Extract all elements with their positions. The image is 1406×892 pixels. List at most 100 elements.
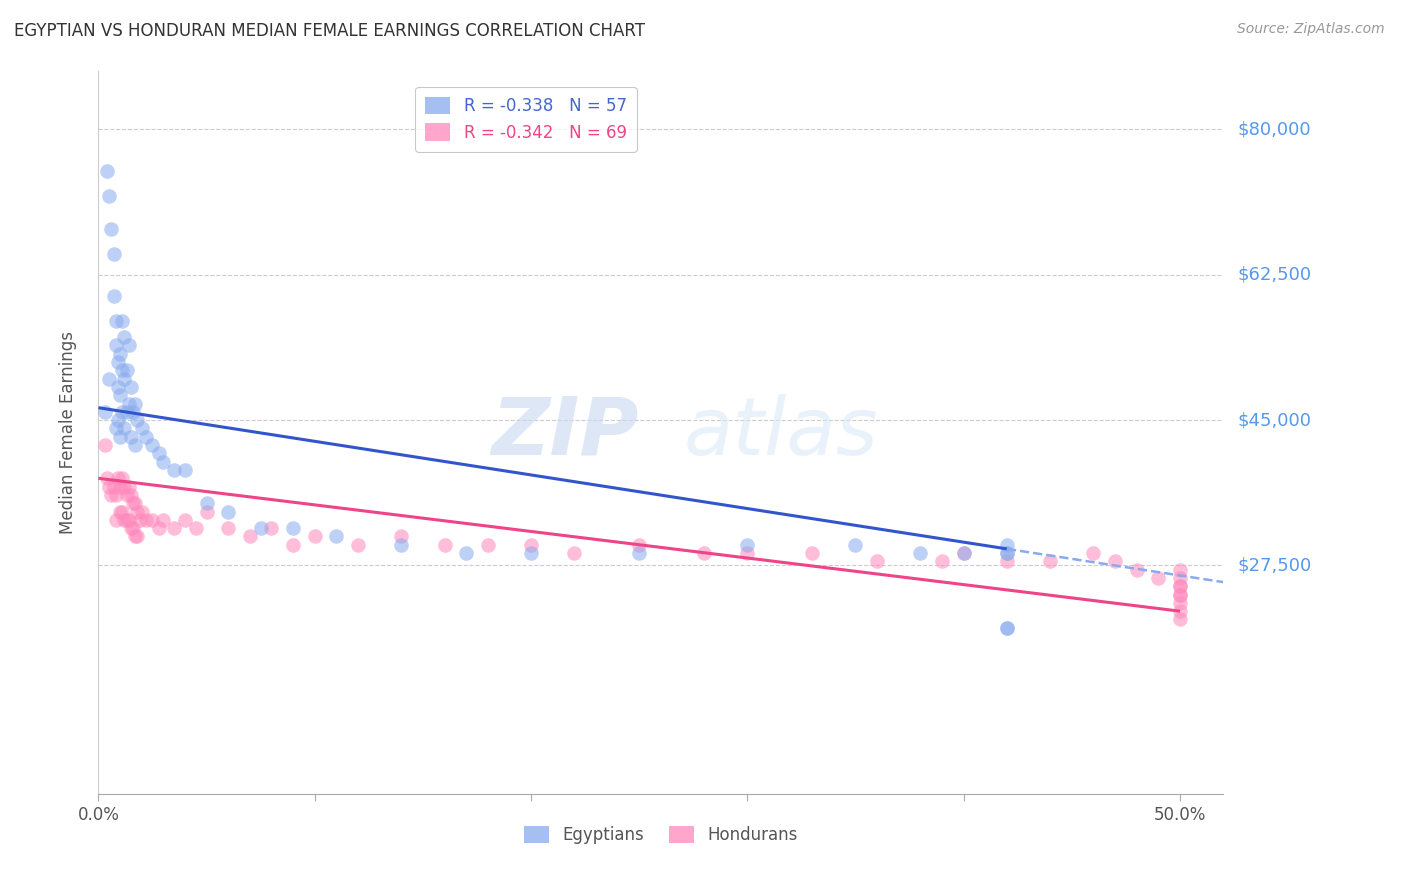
Point: [141, 513, 163, 527]
Point: [124, 529, 146, 543]
Point: [152, 455, 174, 469]
Point: [107, 413, 129, 427]
Text: atlas: atlas: [683, 393, 879, 472]
Point: [801, 546, 824, 560]
Point: [152, 513, 174, 527]
Point: [628, 546, 651, 560]
Point: [281, 521, 304, 535]
Point: [122, 496, 145, 510]
Point: [184, 521, 207, 535]
Point: [120, 488, 142, 502]
Point: [520, 546, 543, 560]
Point: [103, 247, 125, 261]
Point: [100, 222, 122, 236]
Point: [115, 405, 138, 419]
Point: [1168, 571, 1191, 585]
Point: [1168, 588, 1191, 602]
Point: [1168, 563, 1191, 577]
Point: [122, 521, 145, 535]
Y-axis label: Median Female Earnings: Median Female Earnings: [59, 331, 77, 534]
Point: [120, 380, 142, 394]
Point: [127, 413, 149, 427]
Point: [104, 338, 127, 352]
Point: [389, 538, 412, 552]
Point: [163, 521, 186, 535]
Point: [217, 504, 239, 518]
Point: [135, 430, 157, 444]
Point: [124, 438, 146, 452]
Point: [1168, 596, 1191, 610]
Point: [111, 504, 134, 518]
Point: [195, 496, 218, 510]
Point: [108, 480, 131, 494]
Point: [562, 546, 585, 560]
Point: [931, 554, 953, 568]
Point: [107, 380, 129, 394]
Point: [174, 513, 197, 527]
Point: [104, 488, 127, 502]
Point: [118, 396, 141, 410]
Point: [120, 521, 142, 535]
Point: [249, 521, 271, 535]
Point: [122, 405, 145, 419]
Point: [112, 421, 135, 435]
Point: [112, 513, 135, 527]
Point: [628, 538, 651, 552]
Point: [107, 355, 129, 369]
Point: [325, 529, 347, 543]
Point: [866, 554, 889, 568]
Point: [98, 371, 121, 385]
Text: Source: ZipAtlas.com: Source: ZipAtlas.com: [1237, 22, 1385, 37]
Point: [115, 513, 138, 527]
Point: [1083, 546, 1105, 560]
Point: [94, 438, 117, 452]
Point: [127, 504, 149, 518]
Text: ZIP: ZIP: [491, 393, 638, 472]
Point: [995, 546, 1018, 560]
Point: [112, 330, 135, 344]
Point: [304, 529, 326, 543]
Point: [111, 363, 134, 377]
Point: [995, 546, 1018, 560]
Point: [111, 405, 134, 419]
Text: $62,500: $62,500: [1237, 266, 1312, 284]
Point: [98, 189, 121, 203]
Point: [103, 288, 125, 302]
Point: [115, 363, 138, 377]
Point: [1125, 563, 1147, 577]
Point: [737, 546, 759, 560]
Point: [952, 546, 974, 560]
Point: [995, 554, 1018, 568]
Point: [141, 438, 163, 452]
Point: [112, 371, 135, 385]
Point: [124, 496, 146, 510]
Point: [456, 546, 478, 560]
Point: [163, 463, 186, 477]
Point: [108, 430, 131, 444]
Point: [1104, 554, 1126, 568]
Point: [115, 488, 138, 502]
Point: [148, 446, 170, 460]
Point: [100, 488, 122, 502]
Point: [120, 430, 142, 444]
Point: [96, 471, 118, 485]
Point: [281, 538, 304, 552]
Point: [104, 313, 127, 327]
Point: [1147, 571, 1170, 585]
Point: [260, 521, 283, 535]
Point: [104, 421, 127, 435]
Point: [952, 546, 974, 560]
Point: [127, 529, 149, 543]
Text: EGYPTIAN VS HONDURAN MEDIAN FEMALE EARNINGS CORRELATION CHART: EGYPTIAN VS HONDURAN MEDIAN FEMALE EARNI…: [14, 22, 645, 40]
Point: [174, 463, 197, 477]
Point: [477, 538, 499, 552]
Point: [98, 480, 121, 494]
Point: [239, 529, 262, 543]
Point: [131, 421, 153, 435]
Point: [94, 405, 117, 419]
Point: [131, 504, 153, 518]
Point: [195, 504, 218, 518]
Point: [108, 388, 131, 402]
Point: [1168, 604, 1191, 618]
Point: [520, 538, 543, 552]
